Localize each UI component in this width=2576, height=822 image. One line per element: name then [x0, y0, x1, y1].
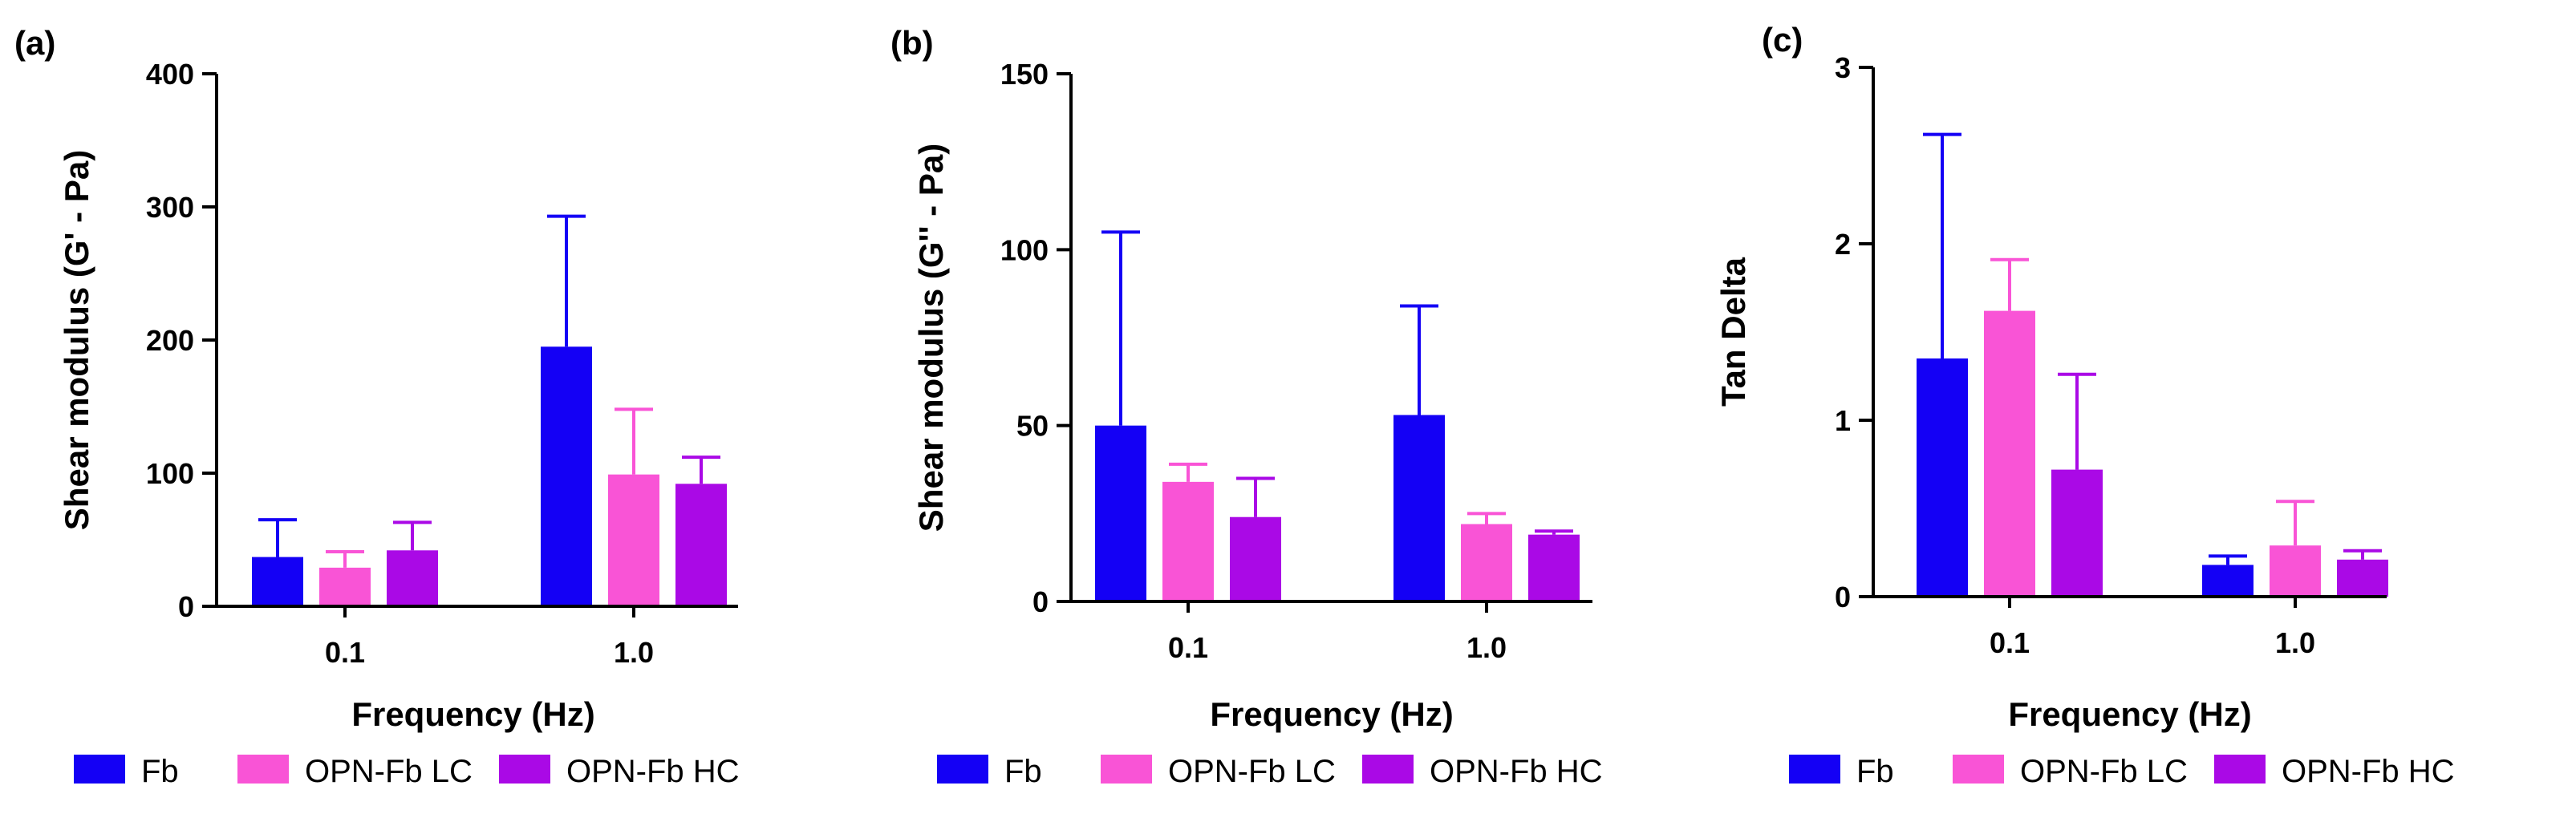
- x-tick-label: 0.1: [1168, 631, 1208, 664]
- y-axis-title: Shear modulus (G'' - Pa): [912, 144, 950, 532]
- panel-label: (a): [14, 24, 55, 62]
- legend-swatch: [2214, 755, 2266, 784]
- bar-opn-fb-lc-0.1: [1162, 481, 1214, 601]
- y-tick-label: 200: [146, 324, 194, 357]
- legend-swatch: [74, 755, 125, 784]
- bar-fb-0.1: [1095, 425, 1146, 601]
- x-tick-label: 0.1: [325, 636, 365, 669]
- bar-opn-fb-lc-1.0: [608, 474, 659, 606]
- legend-label: OPN-Fb LC: [1168, 754, 1336, 789]
- legend-swatch: [1101, 755, 1152, 784]
- y-axis-title: Tan Delta: [1714, 257, 1752, 407]
- x-tick-label: 0.1: [1990, 626, 2030, 659]
- y-tick-label: 150: [1000, 58, 1049, 91]
- bar-opn-fb-hc-1.0: [1528, 534, 1580, 601]
- legend-label: Fb: [1856, 754, 1894, 789]
- legend-label: OPN-Fb LC: [305, 754, 473, 789]
- y-tick-label: 2: [1835, 228, 1851, 261]
- bar-fb-1.0: [1393, 415, 1445, 601]
- legend-swatch: [499, 755, 550, 784]
- legend-swatch: [1362, 755, 1414, 784]
- bar-opn-fb-hc-0.1: [387, 550, 438, 606]
- bar-opn-fb-lc-0.1: [319, 567, 371, 606]
- bar-opn-fb-lc-1.0: [1461, 524, 1512, 601]
- y-tick-label: 50: [1016, 410, 1049, 443]
- legend-label: OPN-Fb HC: [1430, 754, 1603, 789]
- chart-panel-1: (b) 0.1 1.0 0 50 100 150 Shear modulus (G'' - P…: [890, 24, 1603, 789]
- y-tick-label: 0: [1835, 581, 1851, 613]
- legend-label: Fb: [1004, 754, 1042, 789]
- y-tick-label: 0: [1032, 585, 1049, 618]
- legend-label: OPN-Fb HC: [2282, 754, 2455, 789]
- panel-label: (c): [1762, 21, 1803, 59]
- bar-fb-0.1: [1917, 358, 1968, 597]
- y-tick-label: 1: [1835, 404, 1851, 437]
- y-tick-label: 300: [146, 191, 194, 224]
- legend-swatch: [937, 755, 988, 784]
- bar-opn-fb-hc-0.1: [1230, 516, 1281, 601]
- legend-label: OPN-Fb LC: [2020, 754, 2188, 789]
- x-tick-label: 1.0: [1466, 631, 1507, 664]
- x-axis-title: Frequency (Hz): [2008, 695, 2251, 733]
- legend-label: Fb: [141, 754, 179, 789]
- bar-fb-1.0: [541, 346, 592, 606]
- y-axis-title: Shear modulus (G' - Pa): [58, 150, 95, 530]
- bar-fb-0.1: [252, 557, 303, 606]
- bar-fb-1.0: [2202, 565, 2253, 597]
- legend-swatch: [1953, 755, 2004, 784]
- bar-opn-fb-lc-1.0: [2270, 545, 2321, 597]
- y-tick-label: 100: [1000, 233, 1049, 266]
- bar-opn-fb-hc-0.1: [2051, 469, 2103, 597]
- y-tick-label: 400: [146, 58, 194, 91]
- y-tick-label: 100: [146, 457, 194, 490]
- chart-panel-0: (a) 0.1 1.0 0 100 200 300 400 Shear modulus (G' …: [14, 24, 740, 789]
- bar-opn-fb-hc-1.0: [675, 484, 727, 606]
- y-tick-label: 3: [1835, 51, 1851, 84]
- panel-label: (b): [890, 24, 934, 62]
- x-tick-label: 1.0: [2275, 626, 2315, 659]
- y-tick-label: 0: [178, 590, 194, 623]
- bar-opn-fb-hc-1.0: [2337, 559, 2388, 597]
- legend-swatch: [237, 755, 289, 784]
- x-axis-title: Frequency (Hz): [1210, 695, 1453, 733]
- chart-panel-2: (c) 0.1 1.0 0 1 2 3 Tan Delta Frequency (Hz) Fb OP…: [1714, 21, 2455, 789]
- bar-opn-fb-lc-0.1: [1984, 310, 2035, 597]
- legend-swatch: [1789, 755, 1840, 784]
- x-axis-title: Frequency (Hz): [351, 695, 594, 733]
- legend: Fb OPN-Fb LC OPN-Fb HC: [74, 754, 740, 789]
- x-tick-label: 1.0: [614, 636, 654, 669]
- legend-label: OPN-Fb HC: [566, 754, 740, 789]
- legend: Fb OPN-Fb LC OPN-Fb HC: [937, 754, 1603, 789]
- legend: Fb OPN-Fb LC OPN-Fb HC: [1789, 754, 2455, 789]
